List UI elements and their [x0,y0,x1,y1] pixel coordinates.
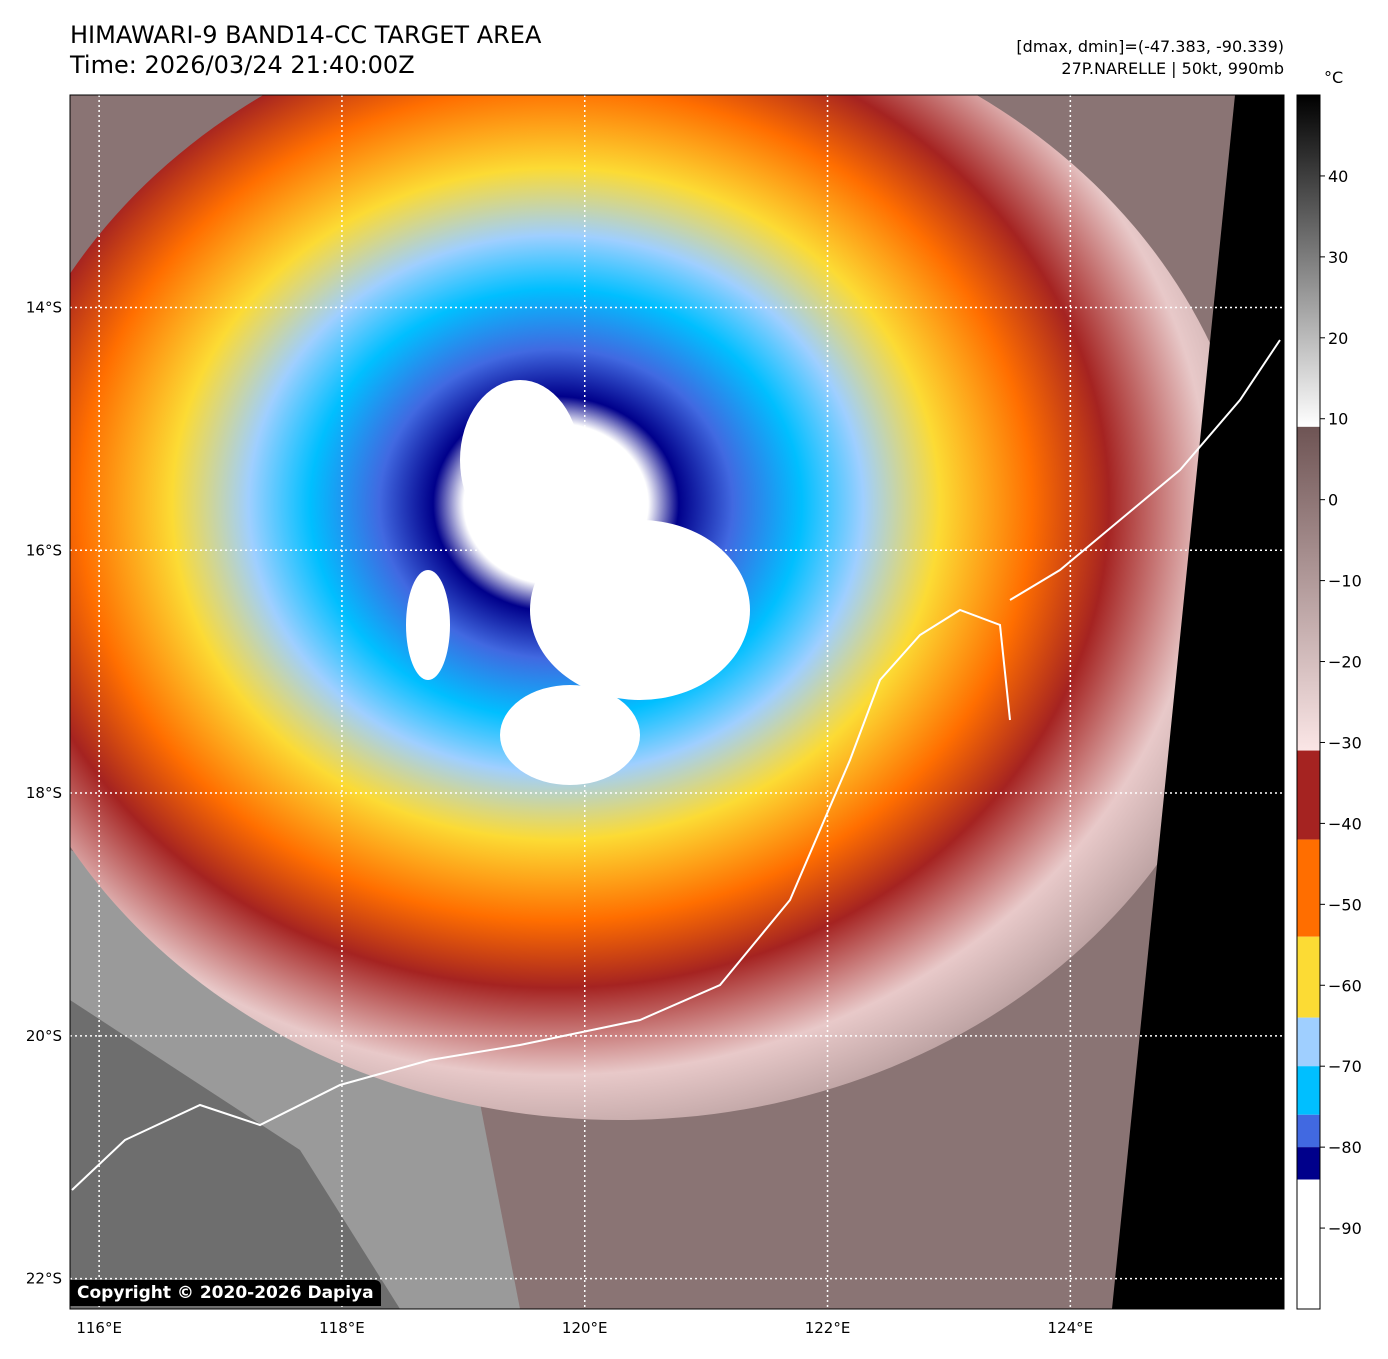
colorbar-band [1297,1017,1320,1067]
latitude-label: 16°S [26,541,62,559]
storm-info-label: 27P.NARELLE | 50kt, 990mb [1061,59,1284,78]
map-title: HIMAWARI-9 BAND14-CC TARGET AREA Time: 2… [70,20,541,80]
coldest-cloud-tops-center [530,520,750,700]
latitude-labels: 14°S 16°S 18°S 20°S 22°S [26,298,62,1287]
colorbar-band [1297,426,1320,751]
colorbar-band [1297,936,1320,1018]
longitude-labels: 116°E 118°E 120°E 122°E 124°E [76,1319,1093,1337]
colorbar-band [1297,1114,1320,1148]
colorbar-tick-label: 10 [1328,410,1348,429]
colorbar-tick-label: −50 [1328,895,1362,914]
coastline-northeast [1009,339,1281,601]
longitude-label: 116°E [76,1319,122,1337]
warm-land-southwest [70,1000,400,1309]
colorbar-band [1297,750,1320,840]
longitude-label: 122°E [805,1319,851,1337]
copyright-badge: Copyright © 2020-2026 Dapiya [70,1280,381,1306]
colorbar-tick-label: −60 [1328,976,1362,995]
colorbar-tick-label: 30 [1328,248,1348,267]
colorbar-band [1297,95,1320,427]
latitude-label: 22°S [26,1270,62,1288]
longitude-label: 120°E [562,1319,608,1337]
colorbar-band [1297,1066,1320,1115]
colorbar [1297,95,1320,1309]
longitude-label: 118°E [319,1319,365,1337]
colorbar-tick-label: −40 [1328,814,1362,833]
coldest-cloud-tops-west [406,570,450,680]
colorbar-band [1297,1147,1320,1180]
colorbar-tick-label: −10 [1328,572,1362,591]
map-border [69,94,1285,1310]
colorbar-unit: °C [1324,68,1344,87]
colorbar-tick-label: −70 [1328,1057,1362,1076]
colorbar-border [1296,94,1321,1310]
coldest-cloud-tops-north [460,380,580,540]
latitude-label: 20°S [26,1027,62,1045]
coastline [71,608,1011,1191]
graticule [70,95,1284,1309]
latitude-label: 18°S [26,784,62,802]
dmax-dmin-label: [dmax, dmin]=(-47.383, -90.339) [1016,37,1284,56]
colorbar-tick-label: −80 [1328,1138,1362,1157]
colorbar-tick-label: −90 [1328,1219,1362,1238]
colorbar-tick-label: −20 [1328,653,1362,672]
colorbar-tick-label: −30 [1328,733,1362,752]
colorbar-tick-label: 40 [1328,167,1348,186]
imagery-layer [70,95,1284,1309]
title-line-product: HIMAWARI-9 BAND14-CC TARGET AREA [70,21,542,49]
storm-meta: [dmax, dmin]=(-47.383, -90.339) 27P.NARE… [1016,36,1284,80]
colorbar-band [1297,839,1320,937]
title-line-time: Time: 2026/03/24 21:40:00Z [70,51,415,79]
latitude-label: 14°S [26,298,62,316]
coldest-cloud-tops-south [500,685,640,785]
longitude-label: 124°E [1048,1319,1094,1337]
colorbar-tick-label: 20 [1328,329,1348,348]
colorbar-tick-label: 0 [1328,491,1338,510]
colorbar-tick-labels: 40 30 20 10 0 −10 −20 −30 −40 −50 −60 −70 −80 −90 [1320,167,1362,1238]
colorbar-band [1297,1179,1320,1309]
